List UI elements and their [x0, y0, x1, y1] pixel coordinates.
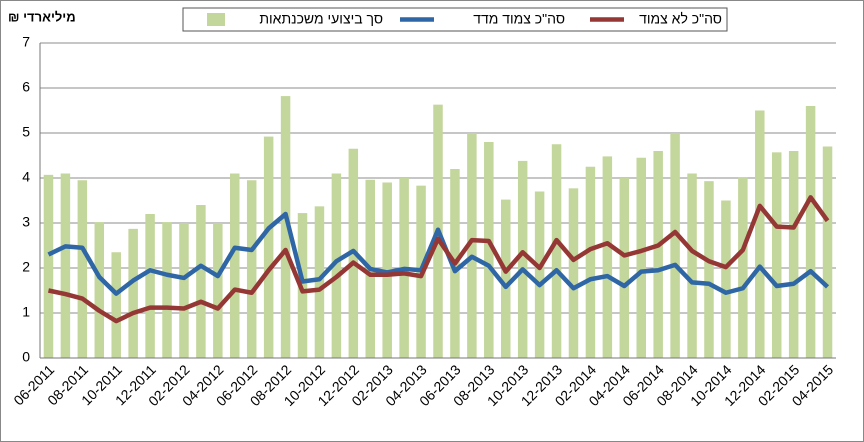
bar — [280, 96, 291, 358]
y-tick-label: 1 — [22, 304, 30, 320]
y-tick-label: 2 — [22, 259, 30, 275]
y-unit-label: מיליארדי ₪ — [8, 9, 76, 24]
y-tick-label: 4 — [22, 169, 30, 185]
bar — [43, 174, 54, 358]
bar — [484, 142, 494, 358]
bar — [721, 200, 731, 358]
bar — [60, 173, 71, 358]
bar — [805, 106, 816, 358]
legend-label: סה"כ צמוד מדד — [473, 11, 565, 27]
bar — [246, 180, 257, 358]
bar — [771, 152, 782, 358]
bar — [213, 223, 223, 358]
bar — [230, 173, 240, 358]
y-tick-label: 0 — [22, 349, 30, 365]
legend-label: סה"כ לא צמוד — [639, 11, 722, 27]
bar — [585, 166, 596, 358]
bar — [196, 205, 206, 358]
bar — [653, 151, 663, 358]
y-tick-label: 6 — [22, 79, 30, 95]
bar — [687, 173, 697, 358]
bar — [517, 160, 528, 358]
bar — [534, 191, 545, 358]
bar — [111, 252, 121, 358]
bar — [551, 144, 562, 358]
legend-box — [182, 7, 728, 32]
bar — [77, 180, 88, 358]
bar — [602, 156, 613, 358]
bar — [788, 151, 799, 358]
bar — [263, 136, 274, 358]
line — [47, 211, 830, 296]
bar — [822, 146, 833, 358]
legend-swatch — [207, 13, 225, 26]
y-tick-label: 7 — [22, 34, 30, 50]
bar — [94, 222, 105, 358]
legend-label: סך ביצועי משכנתאות — [259, 11, 383, 27]
bar — [501, 199, 511, 358]
bar — [738, 177, 748, 358]
bar — [128, 228, 138, 358]
y-tick-label: 5 — [22, 124, 30, 140]
bar — [314, 206, 325, 358]
line — [48, 195, 830, 324]
y-tick-label: 3 — [22, 214, 30, 230]
bar — [331, 173, 342, 358]
bar — [162, 222, 172, 358]
bar — [568, 188, 579, 358]
bar — [467, 133, 477, 358]
bar — [670, 133, 680, 358]
bar — [704, 181, 714, 358]
bar — [636, 157, 646, 358]
bar — [179, 223, 189, 358]
bar — [145, 214, 155, 358]
bar — [619, 178, 630, 358]
bar — [755, 110, 765, 358]
